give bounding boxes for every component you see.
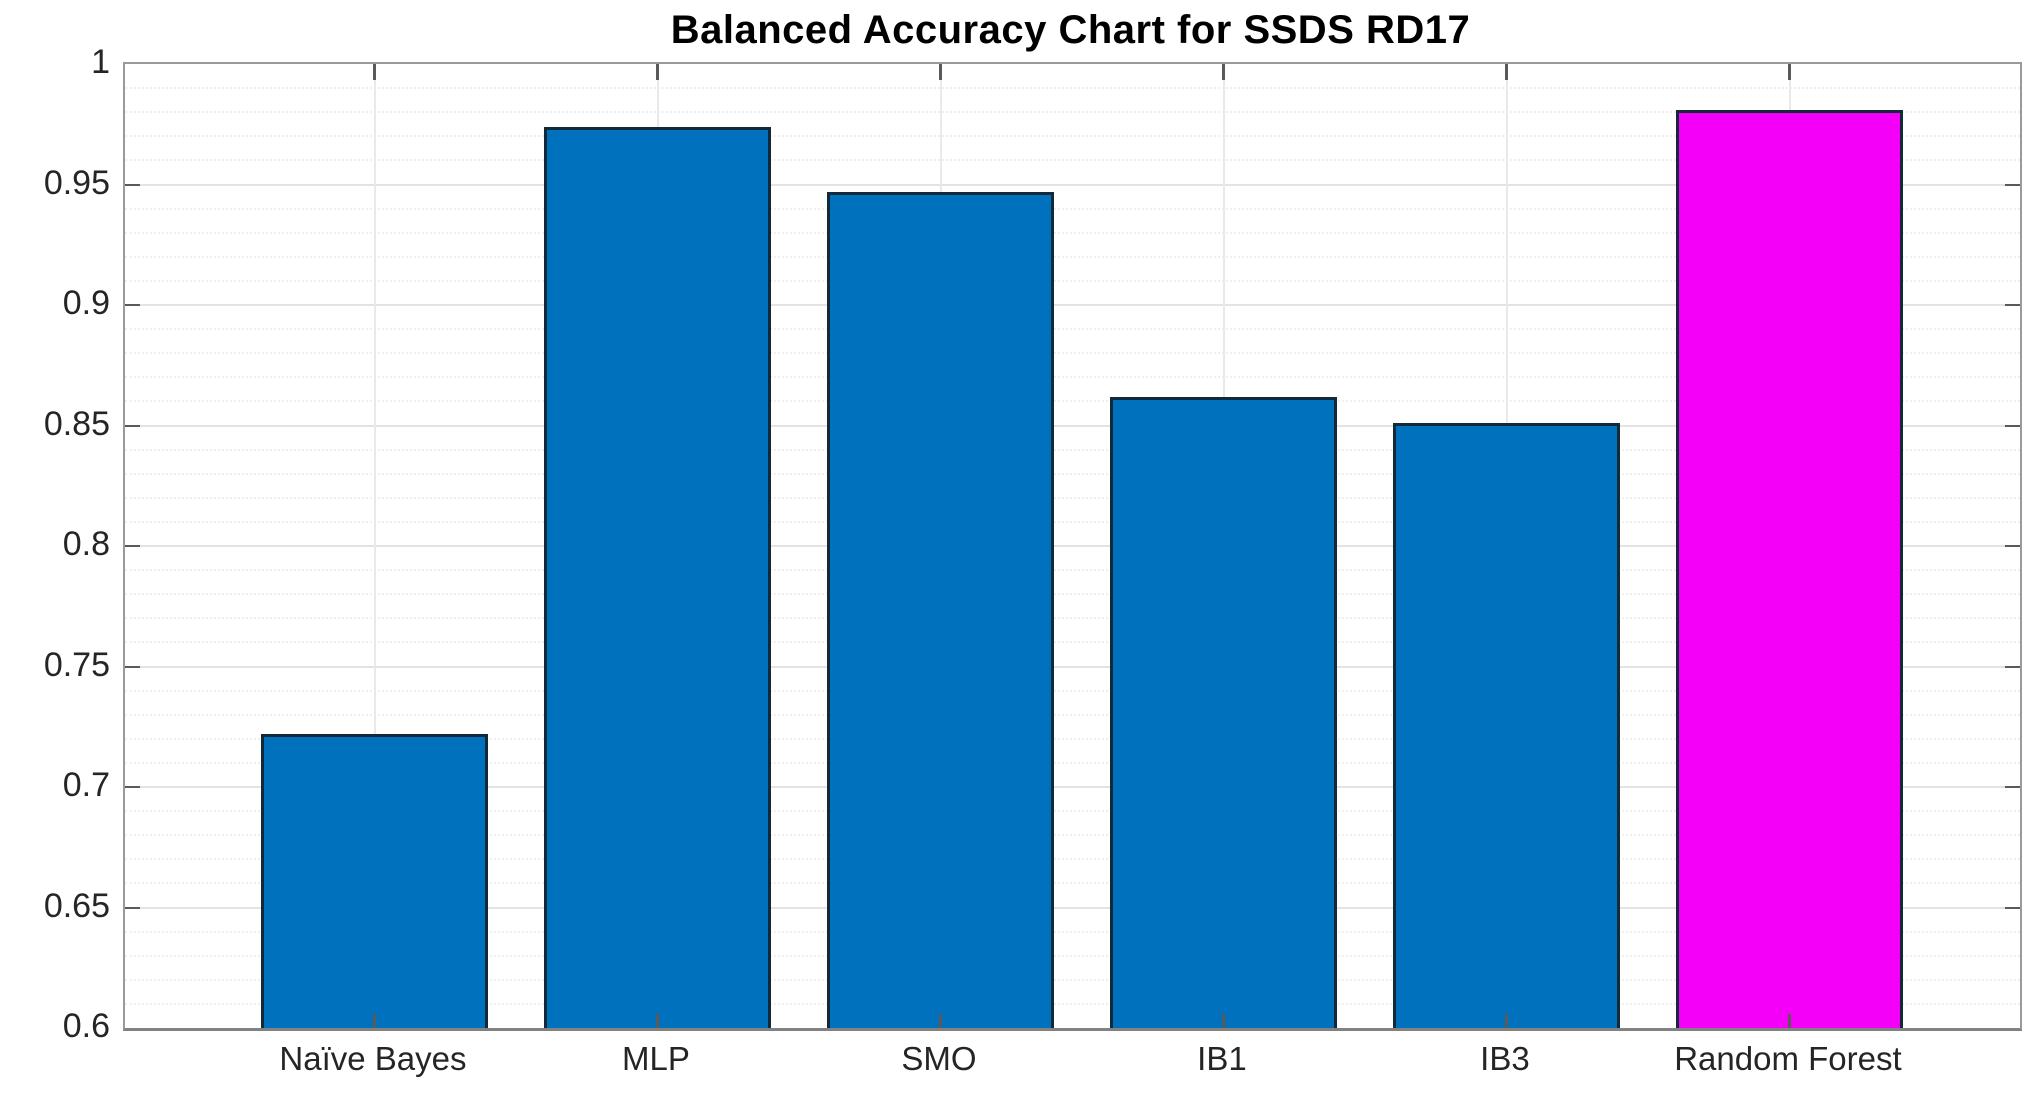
gridline-minor [125, 520, 2020, 523]
gridline-major [125, 906, 2020, 909]
y-tick-label: 1 [91, 43, 110, 81]
y-axis-tick [2005, 906, 2020, 909]
gridline-minor [125, 569, 2020, 572]
y-axis-tick [2005, 183, 2020, 186]
gridline-minor [125, 496, 2020, 499]
y-axis-tick [125, 304, 140, 306]
gridline-minor [125, 376, 2020, 379]
ticks-layer [125, 64, 2020, 1028]
gridline-major [125, 424, 2020, 427]
y-tick-label: 0.95 [43, 163, 110, 202]
gridline-minor [125, 87, 2020, 90]
gridline-major [125, 304, 2020, 306]
gridline-minor [125, 761, 2020, 764]
gridline-minor [125, 737, 2020, 740]
y-axis-tick [2005, 786, 2020, 788]
y-axis-tick [125, 424, 140, 427]
y-tick-label: 0.9 [62, 284, 110, 322]
x-tick-label: SMO [901, 1040, 977, 1077]
x-axis-tick [1505, 1014, 1509, 1028]
bar-na-ve-bayes [261, 733, 489, 1028]
gridline-minor [125, 400, 2020, 403]
gridline-minor [125, 978, 2020, 981]
y-axis-tick [2005, 304, 2020, 306]
x-tick-label: Naïve Bayes [279, 1040, 467, 1077]
y-axis-tick [2005, 424, 2020, 427]
bar-smo [827, 191, 1055, 1028]
x-tick-label: IB3 [1480, 1040, 1530, 1077]
gridline-minor [125, 448, 2020, 451]
gridline-minor [125, 207, 2020, 210]
x-axis-tick [939, 64, 943, 80]
x-axis-tick [1222, 64, 1226, 80]
x-axis-tick [373, 64, 377, 80]
gridline-minor [125, 135, 2020, 138]
y-axis-tick [2005, 665, 2020, 668]
y-axis-tick [2005, 545, 2020, 547]
x-tick-label: IB1 [1197, 1040, 1247, 1077]
x-axis-tick [939, 1014, 943, 1028]
gridline-minor [125, 111, 2020, 114]
x-axis-tick [1788, 64, 1792, 80]
x-axis-tick [1505, 64, 1509, 80]
x-axis-tick [373, 1014, 377, 1028]
y-axis-tick [125, 183, 140, 186]
gridline-minor [125, 472, 2020, 475]
plot-area [123, 62, 2022, 1031]
gridline-major [125, 786, 2020, 788]
gridline-minor [125, 713, 2020, 716]
gridline-minor [125, 231, 2020, 234]
y-tick-label: 0.6 [62, 1007, 110, 1045]
gridline-major [125, 545, 2020, 547]
bar-mlp [544, 126, 772, 1028]
gridline-vertical [373, 64, 376, 1028]
y-tick-label: 0.8 [62, 525, 110, 563]
y-axis-tick [125, 665, 140, 668]
gridline-minor [125, 930, 2020, 933]
y-tick-label: 0.65 [43, 886, 110, 925]
bars-layer [125, 64, 2020, 1028]
gridline-minor [125, 617, 2020, 620]
y-axis-tick [125, 906, 140, 909]
gridline-minor [125, 279, 2020, 282]
bar-ib1 [1110, 396, 1338, 1028]
x-tick-label: MLP [622, 1040, 690, 1077]
gridline-major [125, 665, 2020, 668]
gridline-minor [125, 689, 2020, 692]
x-tick-label: Random Forest [1674, 1040, 1902, 1077]
gridline-minor [125, 255, 2020, 258]
gridline-minor [125, 954, 2020, 957]
chart-title: Balanced Accuracy Chart for SSDS RD17 [670, 8, 1471, 52]
gridline-major [125, 183, 2020, 186]
gridline-minor [125, 641, 2020, 644]
gridline-minor [125, 593, 2020, 596]
gridline-minor [125, 1002, 2020, 1005]
y-tick-label: 0.7 [62, 766, 110, 804]
gridline-minor [125, 882, 2020, 885]
y-axis-tick [125, 786, 140, 788]
gridline-minor [125, 328, 2020, 331]
bar-random-forest [1676, 109, 1904, 1028]
x-axis-tick [1222, 1014, 1226, 1028]
gridline-minor [125, 834, 2020, 837]
x-axis-tick [656, 1014, 660, 1028]
gridline-minor [125, 352, 2020, 355]
x-axis-tick [656, 64, 660, 80]
gridline-minor [125, 159, 2020, 162]
y-tick-label: 0.75 [43, 645, 110, 684]
bar-ib3 [1393, 423, 1621, 1028]
y-axis-tick [125, 545, 140, 547]
y-tick-label: 0.85 [43, 404, 110, 443]
gridline-minor [125, 858, 2020, 861]
gridline-minor [125, 810, 2020, 813]
x-axis-tick [1788, 1014, 1792, 1028]
